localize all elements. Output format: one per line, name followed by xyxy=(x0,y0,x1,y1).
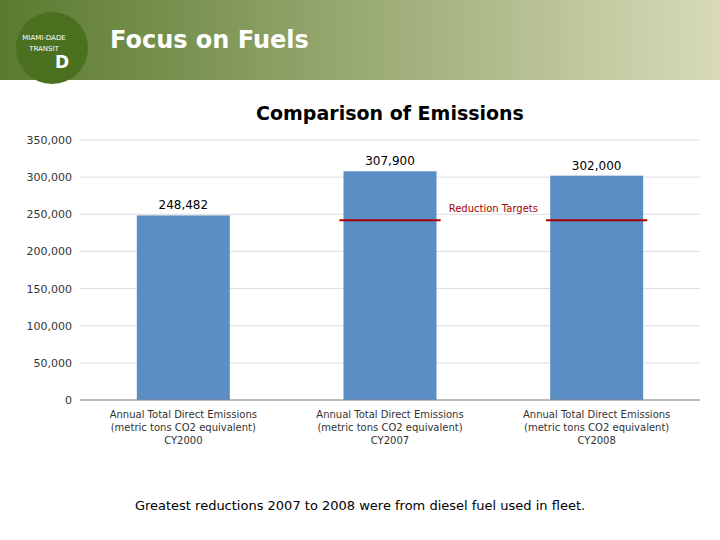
bar xyxy=(137,215,230,400)
x-tick-label-line: Annual Total Direct Emissions xyxy=(523,409,670,420)
y-tick-label: 0 xyxy=(65,394,72,407)
title: Comparison of Emissions xyxy=(256,102,524,124)
y-tick-label: 50,000 xyxy=(34,357,73,370)
marks xyxy=(137,171,647,400)
data-label: 307,900 xyxy=(365,154,415,168)
y-tick-label: 300,000 xyxy=(27,171,73,184)
x-tick-label-line: CY2000 xyxy=(164,435,202,446)
x-tick-label-line: (metric tons CO2 equivalent) xyxy=(111,422,256,433)
logo-text: D xyxy=(55,52,69,72)
bar xyxy=(550,176,643,400)
header-text: Focus on Fuels xyxy=(110,26,309,54)
data-label: 248,482 xyxy=(159,198,209,212)
y-tick-label: 250,000 xyxy=(27,208,73,221)
x-tick-label: Annual Total Direct Emissions (metric ton… xyxy=(523,409,670,446)
target-label: Reduction Targets xyxy=(449,203,538,214)
x-tick-label-line: (metric tons CO2 equivalent) xyxy=(524,422,669,433)
x-tick-label-line: CY2007 xyxy=(371,435,409,446)
logo-text: MIAMI-DADE xyxy=(22,34,65,42)
x-tick-label: Annual Total Direct Emissions (metric ton… xyxy=(316,409,463,446)
chart: MIAMI-DADETRANSITDFocus on FuelsComparis… xyxy=(0,0,720,540)
target-line xyxy=(339,219,440,221)
y-tick-label: 100,000 xyxy=(27,320,73,333)
logo-circle xyxy=(16,12,88,84)
bar xyxy=(344,171,437,400)
grid-line xyxy=(80,400,700,401)
x-tick-label: Annual Total Direct Emissions (metric ton… xyxy=(110,409,257,446)
y-tick-label: 200,000 xyxy=(27,245,73,258)
x-tick-label-line: (metric tons CO2 equivalent) xyxy=(317,422,462,433)
target-line xyxy=(546,219,647,221)
x-tick-label-line: CY2008 xyxy=(577,435,615,446)
header-band xyxy=(0,0,720,80)
footer: Greatest reductions 2007 to 2008 were fr… xyxy=(135,498,585,513)
grid-line xyxy=(80,140,700,141)
x-tick-label-line: Annual Total Direct Emissions xyxy=(110,409,257,420)
data-label: 302,000 xyxy=(572,159,622,173)
grid xyxy=(80,140,700,400)
x-tick-label-line: Annual Total Direct Emissions xyxy=(316,409,463,420)
y-tick-label: 150,000 xyxy=(27,283,73,296)
x-axis-line xyxy=(80,400,700,401)
y-tick-label: 350,000 xyxy=(27,134,73,147)
